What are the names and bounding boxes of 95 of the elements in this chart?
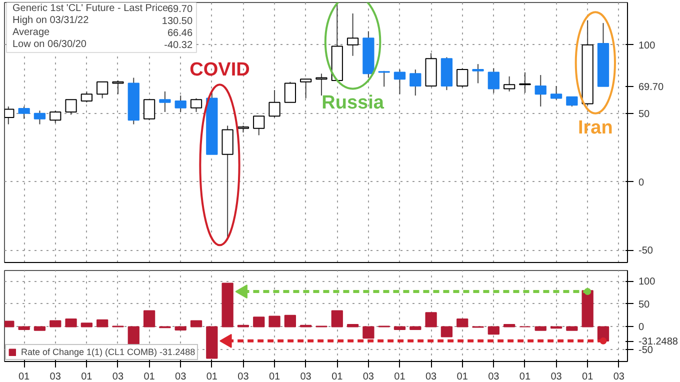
x-tick-label: 01 [206, 372, 218, 382]
x-tick-label: 03 [550, 372, 562, 382]
x-tick-label: 01 [332, 372, 344, 382]
bar [143, 310, 156, 328]
x-tick-label: 03 [112, 372, 124, 382]
bar [394, 326, 406, 330]
annotation: COVID [190, 60, 250, 81]
bar [268, 316, 280, 328]
y-tick-label: 100 [638, 40, 656, 52]
annotation: High on 03/31/22 [12, 15, 90, 26]
x-tick-label: 03 [362, 372, 374, 382]
x-tick-label: 01 [81, 372, 93, 382]
bar [96, 319, 108, 328]
candlestick [566, 96, 578, 107]
candlestick [190, 98, 202, 112]
candlestick [174, 95, 186, 112]
bar [582, 290, 594, 328]
x-tick-label: 01 [519, 372, 531, 382]
candlestick [456, 68, 468, 88]
candlestick [346, 12, 359, 56]
annotation: Generic 1st 'CL' Future - Last Price [12, 3, 168, 14]
y-tick-label: -50 [638, 246, 654, 257]
bar [566, 326, 578, 331]
bar [206, 326, 218, 359]
y-tick-label: 50 [638, 299, 650, 310]
bar [34, 326, 46, 331]
x-tick-label: 03 [613, 372, 625, 382]
y-tick-label: 0 [638, 322, 644, 334]
candlestick [96, 81, 108, 99]
annotation: 69.70 [167, 4, 193, 15]
annotation: Iran [578, 117, 613, 138]
candlestick [519, 72, 531, 94]
candlestick [284, 81, 296, 103]
annotation: Average [12, 27, 50, 38]
candlestick [394, 69, 406, 95]
bar [534, 326, 546, 331]
bar [456, 318, 468, 328]
candlestick [300, 78, 312, 99]
y-tick-label: -50 [638, 345, 654, 356]
bar [80, 322, 92, 328]
x-tick-label: 01 [456, 372, 468, 382]
bar [222, 282, 234, 328]
annotation: -40.32 [164, 40, 193, 51]
candlestick [410, 69, 422, 96]
x-tick-label: 03 [175, 372, 187, 382]
bar [503, 324, 516, 328]
x-tick-label: 03 [425, 372, 438, 382]
candlestick [34, 110, 46, 125]
annotation: Low on 06/30/20 [12, 39, 87, 50]
bar [284, 314, 296, 328]
candlestick [253, 116, 265, 136]
candlestick [550, 85, 562, 100]
candlestick [472, 64, 484, 84]
x-tick-label: 03 [50, 372, 62, 382]
bar [410, 326, 422, 330]
bar [425, 312, 437, 328]
candlestick [378, 70, 390, 88]
candlestick [503, 76, 516, 92]
y-tick-label: 0 [638, 177, 644, 188]
x-tick-label: 03 [488, 372, 500, 382]
bar [346, 324, 359, 328]
x-tick-label: 01 [394, 372, 406, 382]
legend-label: Rate of Change 1(1) (CL1 COMB) -31.2488 [21, 347, 196, 357]
y-tick-label: 69.70 [638, 82, 664, 93]
candlestick [534, 74, 546, 107]
annotation: 66.46 [167, 28, 193, 39]
x-tick-label: 01 [268, 372, 281, 382]
bar [253, 316, 265, 328]
x-tick-label: 01 [18, 372, 30, 382]
x-tick-label: 03 [300, 372, 312, 382]
bar [440, 326, 453, 338]
candlestick [159, 90, 171, 112]
candlestick [65, 99, 77, 116]
annotation: Russia [322, 92, 384, 114]
y-tick-label: 100 [638, 276, 656, 288]
bar [331, 310, 343, 328]
y-tick-label: 50 [638, 108, 650, 120]
bar [362, 326, 374, 339]
candlestick [268, 90, 280, 118]
bar [18, 326, 30, 330]
bar [190, 320, 202, 328]
bar [488, 326, 500, 335]
candlestick [143, 99, 156, 121]
bar [65, 318, 77, 328]
x-tick-label: 03 [238, 372, 250, 382]
x-tick-label: 01 [144, 372, 156, 382]
x-tick-label: 01 [582, 372, 594, 382]
candlestick [50, 110, 62, 124]
annotation: 130.50 [162, 16, 193, 27]
bar [50, 320, 62, 328]
bar [174, 326, 186, 330]
candlestick [18, 106, 30, 120]
bar [128, 326, 140, 346]
candlestick [80, 90, 92, 103]
candlestick [488, 68, 500, 94]
